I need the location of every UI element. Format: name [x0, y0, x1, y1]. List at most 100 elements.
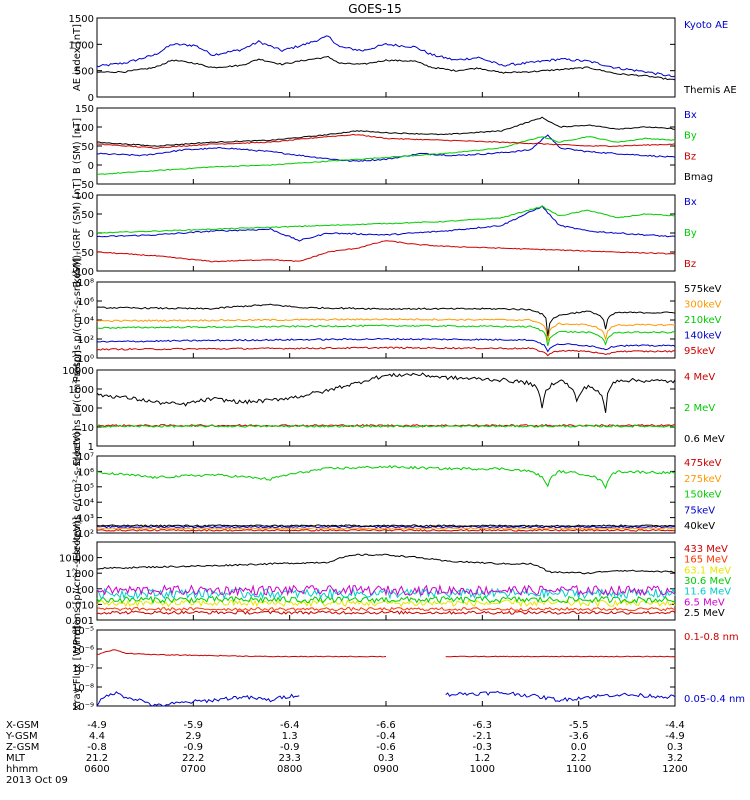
y-tick-label: 0.100 — [65, 585, 94, 596]
series-line-kyoto-ae — [96, 35, 676, 78]
legend-bx: Bx — [684, 110, 697, 121]
series-line-11-6-mev — [96, 587, 676, 601]
series-line-by — [96, 136, 676, 175]
x-tick-value: -3.6 — [569, 731, 589, 742]
y-tick-label: 10⁻⁸ — [72, 683, 94, 694]
y-tick-label: 10² — [77, 529, 94, 540]
legend-95kev: 95keV — [684, 346, 715, 357]
y-axis-label: Protons [p/(cm²-s-sr-keV)] — [72, 517, 83, 645]
series-line-0-1-0-8-nm — [97, 649, 676, 658]
x-row-label-x-gsm: X-GSM — [6, 720, 39, 731]
y-tick-label: 100 — [75, 404, 94, 415]
y-tick-label: 10⁶ — [77, 297, 94, 308]
legend-300kev: 300keV — [684, 300, 722, 311]
x-tick-value: -0.9 — [184, 742, 204, 753]
y-tick-label: 50 — [81, 210, 94, 221]
legend-bz: Bz — [684, 151, 696, 162]
series-line-bx — [96, 134, 676, 162]
legend-kyoto-ae: Kyoto AE — [684, 20, 728, 31]
y-tick-label: 150 — [75, 104, 94, 115]
x-tick-value: -4.9 — [665, 731, 685, 742]
legend-40kev: 40keV — [684, 521, 715, 532]
y-tick-label: 0.010 — [65, 600, 94, 611]
x-tick-value: 1.2 — [474, 753, 490, 764]
x-tick-value: -6.3 — [473, 720, 493, 731]
y-tick-label: -50 — [78, 248, 94, 259]
series-line-150kev — [96, 465, 676, 490]
x-row-label-y-gsm: Y-GSM — [5, 731, 38, 742]
legend-150kev: 150keV — [684, 490, 722, 501]
y-tick-label: 50 — [81, 142, 94, 153]
legend-11-6-mev: 11.6 MeV — [684, 587, 731, 598]
y-tick-label: 0 — [88, 93, 94, 104]
y-tick-label: 10⁴ — [77, 316, 94, 327]
x-tick-value: 1200 — [662, 764, 687, 775]
y-axis-label: AE index [nT] — [72, 24, 83, 91]
panel-b-sm: -50 0 50 100 150 B (SM) [nT] Bx By Bz Bmag — [72, 104, 713, 191]
x-tick-value: 1000 — [470, 764, 495, 775]
y-tick-label: -100 — [71, 267, 94, 278]
y-tick-label: 10000 — [62, 366, 94, 377]
x-tick-value: 0900 — [373, 764, 398, 775]
x-tick-value: -0.4 — [376, 731, 396, 742]
series-line-bz — [96, 133, 676, 149]
x-tick-value: 1100 — [566, 764, 591, 775]
series-line-140kev — [96, 337, 676, 353]
y-tick-label: 0 — [88, 161, 94, 172]
x-tick-value: 0700 — [181, 764, 206, 775]
x-tick-value: 2.9 — [185, 731, 201, 742]
y-axis-label: Xray Flux [W/m²] — [72, 625, 83, 710]
legend-433-mev: 433 MeV — [684, 544, 728, 555]
x-tick-value: 1.3 — [282, 731, 298, 742]
y-tick-label: 10⁻⁶ — [72, 645, 94, 656]
series-line-2-5-mev — [96, 553, 676, 575]
y-tick-label: 1 — [88, 442, 94, 453]
x-tick-value: 0.0 — [571, 742, 587, 753]
y-tick-label: 10⁰ — [77, 354, 94, 365]
legend-by: By — [684, 131, 697, 142]
x-tick-value: -0.9 — [280, 742, 300, 753]
legend-themis-ae: Themis AE — [683, 85, 737, 96]
y-axis-label: Electrons e/(cm²-s-sr-keV)] — [72, 428, 83, 561]
legend-275kev: 275keV — [684, 474, 722, 485]
legend-bmag: Bmag — [684, 172, 713, 183]
y-tick-label: 10 — [81, 423, 94, 434]
x-tick-value: -5.9 — [184, 720, 204, 731]
legend-140kev: 140keV — [684, 331, 722, 342]
series-line-bz — [96, 240, 676, 263]
date-label: 2013 Oct 09 — [6, 775, 68, 786]
x-tick-value: 23.3 — [279, 753, 301, 764]
y-tick-label: 1000 — [69, 40, 94, 51]
x-tick-value: 21.2 — [86, 753, 108, 764]
x-tick-value: 4.4 — [89, 731, 105, 742]
x-tick-value: -6.6 — [376, 720, 396, 731]
series-line-40kev — [96, 524, 676, 528]
y-axis-label: B (SM) [nT] — [72, 118, 83, 174]
legend-30-6-mev: 30.6 MeV — [684, 576, 731, 587]
series-line-275kev — [96, 527, 676, 530]
legend-0-6-mev: 0.6 MeV — [684, 434, 725, 445]
plot-title: GOES-15 — [348, 2, 402, 16]
y-tick-label: 0.001 — [65, 616, 94, 627]
x-tick-value: -4.9 — [87, 720, 107, 731]
x-tick-value: 0.3 — [667, 742, 683, 753]
x-tick-value: -0.3 — [473, 742, 493, 753]
series-line-2-mev — [96, 424, 676, 428]
series-line-6-5-mev — [96, 584, 676, 597]
x-axis-block: X-GSMY-GSMZ-GSMMLThhmm-4.94.4-0.821.2060… — [5, 720, 688, 786]
y-tick-label: -50 — [78, 180, 94, 191]
series-line-by — [96, 205, 676, 234]
x-tick-value: -0.8 — [87, 742, 107, 753]
y-tick-label: 10⁴ — [77, 498, 94, 509]
y-tick-label: 10⁻⁷ — [72, 664, 94, 675]
y-tick-label: 1000 — [69, 385, 94, 396]
panel-frame — [96, 629, 676, 707]
legend-2-mev: 2 MeV — [684, 403, 715, 414]
